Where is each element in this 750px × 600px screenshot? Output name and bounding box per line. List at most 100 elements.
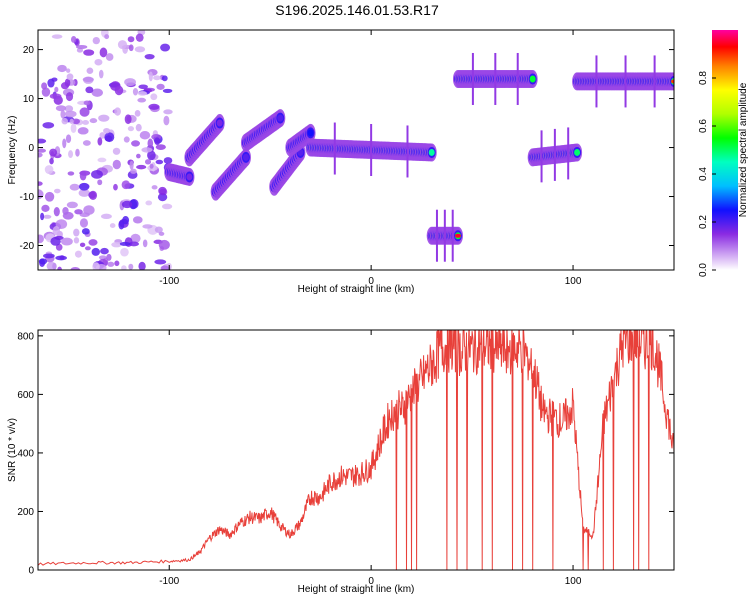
spectrogram-cell: [91, 88, 103, 97]
spectrogram-cell: [158, 239, 170, 250]
spectrogram-cell: [43, 253, 55, 259]
spectrogram-cell: [161, 75, 168, 82]
spectrogram-cell: [117, 40, 127, 50]
spectrogram-cell: [120, 247, 129, 257]
spectrogram-cell: [97, 137, 103, 146]
spectrogram-xtick-label: -100: [159, 276, 179, 287]
spectrogram-cell: [129, 199, 138, 210]
spectrogram-cell: [129, 160, 134, 170]
spectrogram-cell: [131, 140, 140, 147]
snr-ytick-label: 800: [17, 331, 34, 342]
spectrogram-cell: [135, 33, 144, 42]
spectrogram-cell: [186, 173, 193, 181]
spectrogram-cell: [55, 105, 67, 112]
spectrogram-cell: [67, 171, 75, 176]
spectrogram-cell: [91, 247, 100, 256]
snr-series-line: [38, 330, 674, 570]
spectrogram-cell: [65, 134, 72, 144]
spectrogram-peak: [454, 233, 461, 238]
spectrogram-cell: [76, 47, 84, 53]
spectrogram-ytick-label: -10: [20, 192, 35, 203]
spectrogram-cell: [128, 241, 139, 247]
snr-xtick-label: -100: [159, 576, 179, 587]
spectrogram-cell: [79, 218, 89, 228]
spectrogram-cell: [46, 261, 57, 270]
spectrogram-cell: [38, 152, 43, 158]
spectrogram-cell: [130, 168, 137, 174]
spectrogram-cell: [40, 212, 45, 221]
spectrogram-cell: [98, 114, 110, 122]
spectrogram-cell: [44, 191, 55, 202]
snr-panel: -100 0 100 0 200 400 600 800 Height of straigh…: [7, 329, 675, 595]
spectrogram-cell: [121, 180, 131, 190]
spectrogram-cell: [154, 259, 167, 265]
spectrogram-cell: [134, 109, 141, 117]
spectrogram-cell: [147, 138, 154, 149]
spectrogram-cell: [161, 203, 173, 210]
spectrogram-cell: [109, 223, 116, 228]
spectrogram-cell: [64, 110, 77, 118]
colorbar-tick-label: 0.2: [698, 215, 709, 229]
spectrogram-cell: [112, 147, 121, 155]
spectrogram-cell: [57, 64, 67, 73]
spectrogram-cell: [132, 216, 143, 224]
spectrogram-cell: [106, 253, 112, 261]
spectrogram-cell: [124, 114, 132, 125]
spectrogram-cell: [529, 75, 536, 83]
spectrogram-cell: [139, 131, 151, 140]
spectrogram-cell: [127, 36, 135, 43]
spectrogram-cell: [41, 87, 51, 97]
spectrogram-cell: [70, 267, 81, 270]
spectrogram-cell: [163, 109, 173, 115]
spectrogram-cell: [144, 53, 155, 60]
snr-ytick-label: 600: [17, 390, 34, 401]
colorbar-tick-label: 0.6: [698, 119, 709, 133]
spectrogram-cell: [66, 68, 71, 73]
spectrogram-cell: [142, 224, 153, 229]
colorbar-label: Normalized spectral amplitude: [738, 82, 749, 217]
spectrogram-cell: [83, 49, 95, 56]
spectrogram-cell: [138, 261, 146, 270]
spectrogram-ytick-label: 20: [23, 45, 35, 56]
spectrogram-cell: [111, 241, 122, 248]
spectrogram-cell: [38, 181, 43, 186]
spectrogram-cell: [53, 207, 60, 217]
colorbar-ticks: 0.0 0.2 0.4 0.6 0.8: [698, 71, 716, 277]
spectrogram-cell: [69, 118, 74, 124]
spectrogram-cell: [157, 193, 168, 202]
spectrogram-cell: [100, 213, 112, 220]
spectrogram-cell: [54, 86, 59, 93]
spectrogram-cell: [154, 226, 163, 233]
colorbar-tick-label: 0.8: [698, 71, 709, 85]
spectrogram-ytick-label: -20: [20, 241, 35, 252]
spectrogram-cell: [148, 103, 160, 110]
spectrogram-cell: [277, 114, 284, 122]
spectrogram-cell: [92, 36, 100, 45]
spectrogram-cell: [86, 67, 94, 74]
spectrogram-cell: [42, 122, 55, 129]
spectrogram-cell: [49, 157, 54, 165]
spectrogram-cell: [160, 265, 169, 270]
spectrogram-cell: [92, 262, 100, 270]
spectrogram-cell: [141, 147, 153, 153]
spectrogram-cell: [99, 47, 108, 58]
snr-ytick-label: 400: [17, 448, 34, 459]
spectrogram-cell: [44, 165, 54, 174]
spectrogram-cell: [82, 76, 94, 83]
spectrogram-cell: [114, 107, 121, 116]
spectrogram-cell: [135, 123, 142, 132]
spectrogram-cell: [100, 247, 109, 255]
spectrogram-cell: [41, 204, 50, 212]
spectrogram-cell: [151, 185, 158, 190]
spectrogram-cell: [41, 82, 48, 90]
spectrogram-cell: [79, 242, 86, 248]
spectrogram-cell: [153, 75, 161, 81]
colorbar: 0.0 0.2 0.4 0.6 0.8 Normalized spectral ampl…: [698, 30, 749, 277]
spectrogram-cell: [242, 153, 249, 161]
spectrogram-cell: [88, 239, 98, 246]
spectrogram-cell: [53, 188, 61, 194]
snr-xtick-label: 100: [565, 576, 582, 587]
snr-y-ticks: 0 200 400 600 800: [17, 331, 674, 577]
spectrogram-cell: [104, 132, 115, 143]
